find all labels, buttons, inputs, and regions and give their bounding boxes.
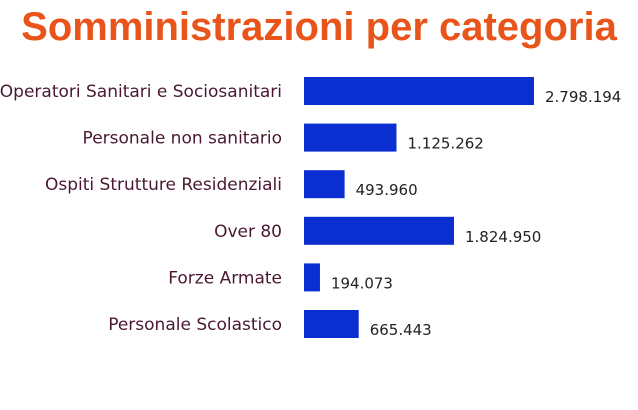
bar [304, 263, 320, 292]
bar [304, 216, 455, 245]
value-label: 665.443 [370, 321, 432, 339]
bar [304, 310, 359, 338]
value-label: 1.125.262 [407, 135, 483, 153]
bar [304, 170, 345, 199]
category-label: Personale Scolastico [108, 315, 282, 335]
value-label: 194.073 [331, 274, 393, 292]
category-label: Forze Armate [168, 268, 282, 288]
chart-title: Somministrazioni per categoria [21, 5, 617, 49]
value-label: 493.960 [356, 181, 418, 199]
category-label: Operatori Sanitari e Sociosanitari [0, 82, 282, 102]
category-label: Ospiti Strutture Residenziali [45, 175, 282, 195]
category-label: Personale non sanitario [83, 129, 282, 149]
category-label: Over 80 [214, 222, 282, 242]
bar [304, 77, 534, 105]
value-label: 1.824.950 [465, 228, 541, 246]
bar [304, 123, 397, 152]
value-label: 2.798.194 [545, 88, 621, 106]
